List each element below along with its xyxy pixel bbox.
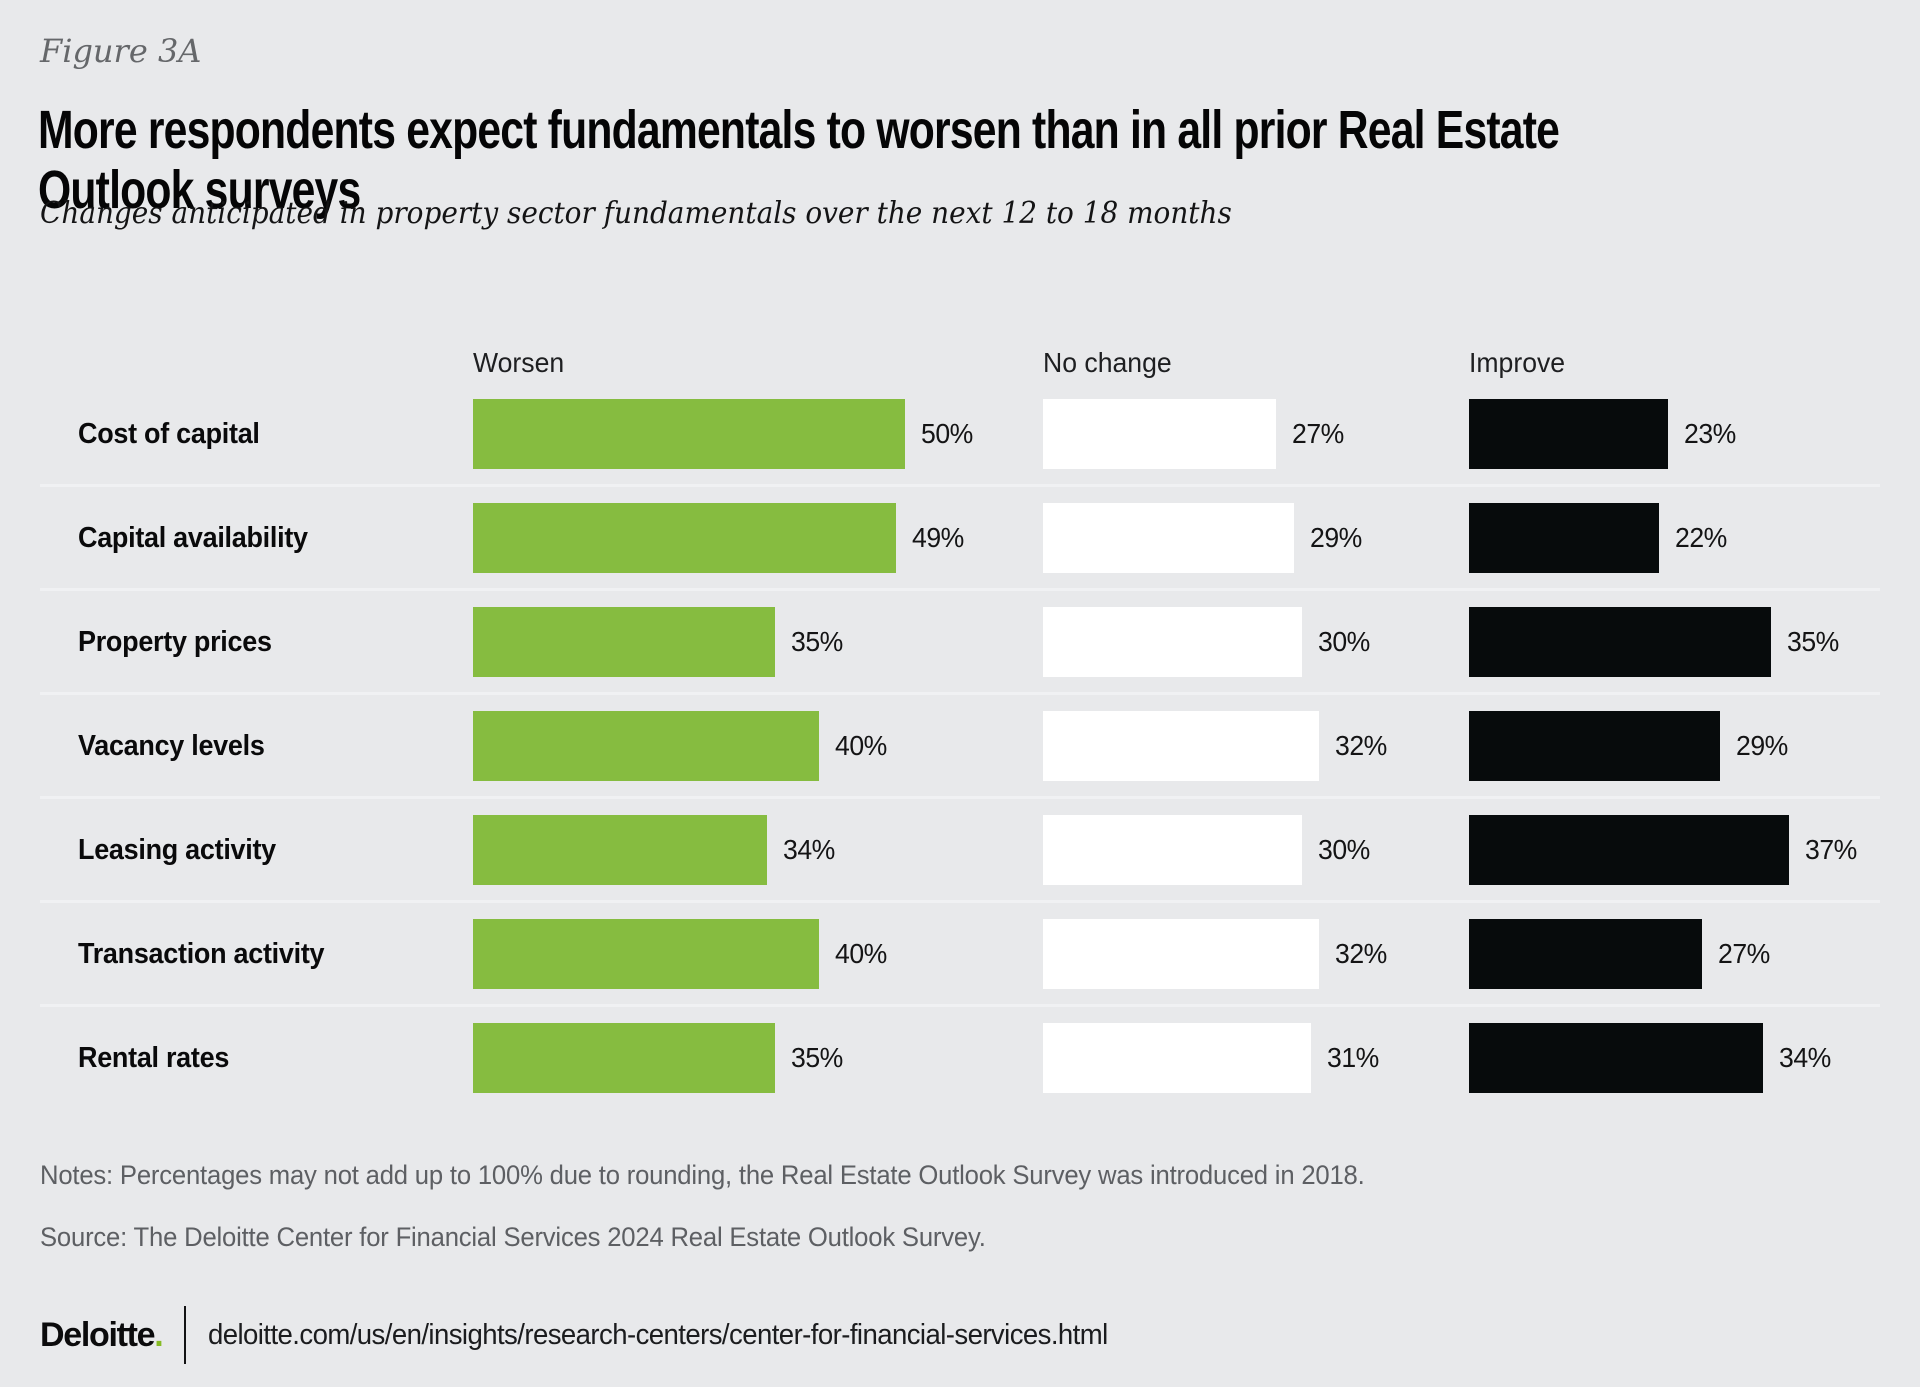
worsen-bar [473,503,896,573]
worsen-value-label: 49% [912,522,964,553]
no-change-value-label: 30% [1318,626,1370,657]
improve-bar [1469,711,1720,781]
no-change-value-label: 29% [1310,522,1362,553]
footer-url: deloitte.com/us/en/insights/research-cen… [207,1318,1108,1351]
source-text: Source: The Deloitte Center for Financia… [40,1222,986,1252]
notes-text: Notes: Percentages may not add up to 100… [40,1160,1365,1190]
improve-value-label: 27% [1718,938,1770,969]
deloitte-green-dot: . [154,1315,164,1354]
worsen-value-label: 50% [921,418,973,449]
no-change-bar [1043,815,1302,885]
improve-value-label: 23% [1684,418,1736,449]
no-change-bar [1043,607,1302,677]
row-label: Property prices [78,625,272,658]
column-header-no-change: No change [1043,347,1172,378]
improve-bar [1469,1023,1763,1093]
footer-divider-line [183,1306,186,1364]
figure-title-line-1: More respondents expect fundamentals to … [38,100,1560,160]
deloitte-logo: Deloitte. [40,1316,164,1355]
no-change-bar [1043,711,1319,781]
row-label: Leasing activity [78,833,276,866]
no-change-value-label: 32% [1335,938,1387,969]
row-label: Transaction activity [78,937,325,970]
row-divider [40,692,1880,695]
column-header-improve: Improve [1469,347,1566,378]
row-label: Vacancy levels [78,729,265,762]
worsen-bar [473,919,819,989]
worsen-bar [473,607,775,677]
worsen-value-label: 35% [791,626,843,657]
improve-bar [1469,399,1668,469]
improve-value-label: 22% [1675,522,1727,553]
no-change-bar [1043,919,1319,989]
worsen-value-label: 40% [835,938,887,969]
worsen-value-label: 40% [835,730,887,761]
figure-title-line-2: Outlook surveys [38,160,361,220]
no-change-value-label: 31% [1327,1042,1379,1073]
row-label: Cost of capital [78,417,260,450]
figure-label: Figure 3A [40,32,202,70]
footer: Deloitte. deloitte.com/us/en/insights/re… [40,1300,1155,1370]
row-divider [40,1004,1880,1007]
no-change-bar [1043,503,1294,573]
worsen-value-label: 34% [783,834,835,865]
row-divider [40,588,1880,591]
worsen-bar [473,711,819,781]
figure-subtitle: Changes anticipated in property sector f… [40,196,1232,231]
improve-value-label: 35% [1787,626,1839,657]
row-divider [40,900,1880,903]
worsen-bar [473,1023,775,1093]
improve-value-label: 34% [1779,1042,1831,1073]
no-change-value-label: 27% [1292,418,1344,449]
no-change-bar [1043,399,1276,469]
row-label: Capital availability [78,521,308,554]
column-header-worsen: Worsen [473,347,565,378]
improve-bar [1469,919,1702,989]
deloitte-wordmark: Deloitte [40,1315,156,1354]
improve-bar [1469,503,1659,573]
row-divider [40,484,1880,487]
improve-bar [1469,815,1789,885]
improve-value-label: 29% [1736,730,1788,761]
figure-title: More respondents expect fundamentals to … [38,100,1560,220]
worsen-value-label: 35% [791,1042,843,1073]
row-divider [40,796,1880,799]
improve-value-label: 37% [1805,834,1857,865]
no-change-value-label: 32% [1335,730,1387,761]
improve-bar [1469,607,1771,677]
row-label: Rental rates [78,1041,230,1074]
worsen-bar [473,399,905,469]
no-change-bar [1043,1023,1311,1093]
worsen-bar [473,815,767,885]
no-change-value-label: 30% [1318,834,1370,865]
